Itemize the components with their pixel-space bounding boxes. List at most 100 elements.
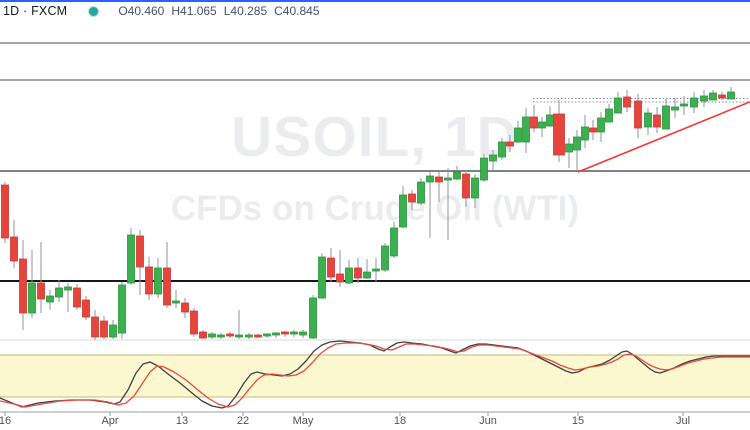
candle-body — [118, 284, 126, 334]
candle-body — [653, 114, 661, 128]
ohlc-high-value: H41.065 — [171, 4, 217, 18]
candle-body — [546, 114, 554, 127]
candle-body — [190, 310, 198, 335]
candle-body — [28, 282, 36, 314]
candle-body — [408, 193, 416, 203]
time-axis-label: 15 — [571, 415, 585, 427]
candle-body — [506, 141, 514, 147]
stochastic-d-line — [0, 342, 750, 408]
candle-body — [100, 320, 108, 338]
time-axis-label: Jul — [675, 415, 691, 427]
candle-body — [709, 92, 717, 101]
candle-body — [480, 157, 488, 181]
symbol-legend[interactable]: 1D · FXCM O40.460 H41.065 L40.285 C40.84… — [3, 4, 320, 18]
candle-body — [127, 234, 135, 284]
candle-body — [245, 334, 253, 338]
candle-body — [19, 258, 27, 314]
time-axis-label: 18 — [393, 415, 407, 427]
time-axis-label: May — [292, 415, 314, 427]
candle-body — [399, 194, 407, 228]
symbol-interval-source-label[interactable]: 1D · FXCM — [3, 4, 68, 18]
candle-body — [435, 176, 443, 183]
candle-body — [417, 181, 425, 204]
candle-body — [489, 154, 497, 162]
candle-body — [354, 267, 362, 279]
candle-body — [671, 106, 679, 111]
candle-body — [471, 177, 479, 199]
candle-body — [91, 316, 99, 338]
time-axis-label: 22 — [236, 415, 250, 427]
candle-body — [318, 256, 326, 299]
candle-body — [208, 333, 216, 338]
candle-body — [55, 287, 63, 298]
ohlc-open-value: O40.460 — [118, 4, 165, 18]
candle-body — [82, 299, 90, 318]
candle-body — [163, 267, 171, 306]
candle-body — [589, 127, 597, 133]
candle-body — [64, 286, 72, 291]
market-status-dot-icon[interactable] — [89, 6, 99, 16]
candle-body — [263, 333, 271, 337]
candle-body — [235, 334, 243, 338]
candle-body — [530, 116, 538, 129]
candle-body — [1, 184, 9, 239]
candle-body — [336, 273, 344, 283]
candle-body — [272, 332, 280, 336]
candle-body — [605, 108, 613, 123]
time-axis-label: Jun — [479, 415, 497, 427]
candle-body — [538, 121, 546, 129]
trendline-drawing[interactable] — [577, 100, 750, 173]
candle-body — [514, 127, 522, 143]
candle-body — [363, 271, 371, 279]
candle-body — [109, 324, 117, 338]
candle-body — [226, 333, 234, 337]
candle-body — [372, 268, 380, 272]
candle-body — [290, 331, 298, 335]
candle-body — [10, 236, 18, 262]
candle-body — [172, 300, 180, 304]
candle-body — [634, 100, 642, 129]
candle-body — [597, 117, 605, 133]
candle-body — [462, 173, 470, 199]
candle-body — [453, 171, 461, 180]
candle-body — [553, 113, 565, 156]
candle-body — [727, 91, 735, 100]
candle-body — [522, 116, 530, 143]
candle-body — [327, 257, 335, 278]
candle-body — [136, 235, 144, 268]
candle-body — [181, 302, 189, 313]
candle-body — [718, 94, 726, 99]
candle-body — [444, 177, 452, 181]
candle-body — [299, 331, 307, 336]
candle-body — [381, 245, 389, 271]
candle-body — [145, 266, 153, 295]
candle-body — [37, 282, 45, 300]
candle-body — [623, 96, 631, 108]
candle-body — [309, 297, 317, 339]
time-axis-label: 16 — [0, 415, 12, 427]
candle-body — [498, 141, 506, 158]
candle-body — [680, 103, 688, 107]
candle-body — [581, 126, 589, 141]
candle-body — [217, 334, 225, 338]
candle-body — [565, 143, 573, 153]
candle-body — [700, 95, 708, 102]
candle-body — [614, 97, 622, 114]
candle-body — [154, 267, 162, 295]
candle-body — [73, 287, 81, 308]
candle-body — [345, 267, 353, 284]
candle-body — [644, 112, 652, 128]
candle-body — [46, 295, 54, 303]
time-axis[interactable]: 16 Apr 13 22 May 18 Jun 15 Jul — [0, 412, 750, 430]
time-axis-label: 13 — [175, 415, 189, 427]
window-top-accent-bar — [0, 0, 750, 2]
ohlc-values: O40.460 H41.065 L40.285 C40.845 — [118, 4, 319, 18]
candle-body — [690, 97, 698, 108]
candle-body — [662, 105, 670, 130]
candle-body — [254, 334, 262, 338]
candle-body — [390, 227, 398, 257]
candle-body — [281, 331, 289, 335]
stochastic-band — [0, 355, 750, 397]
